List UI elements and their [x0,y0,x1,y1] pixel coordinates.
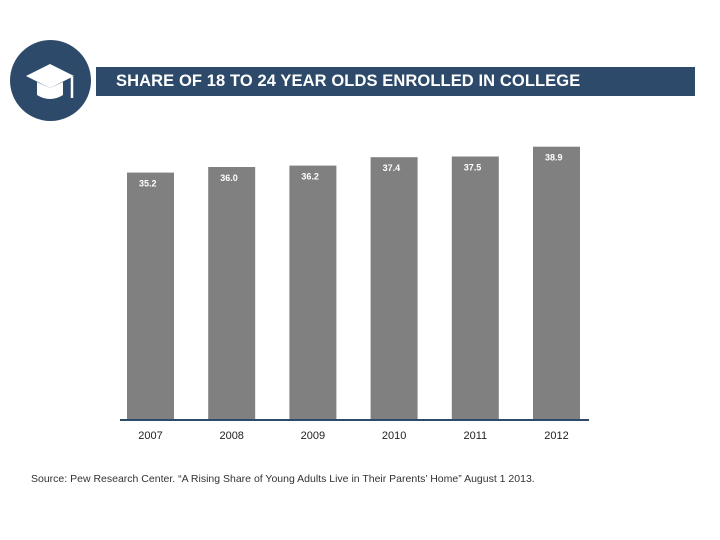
x-tick-label-2012: 2012 [544,430,568,442]
data-label-2012: 38.9 [545,153,563,163]
logo-badge [10,40,91,121]
data-label-2010: 37.4 [383,163,401,173]
graduation-cap-icon [26,64,74,99]
bar-2007 [127,172,174,419]
source-note: Source: Pew Research Center. “A Rising S… [31,473,535,485]
title-bar: SHARE OF 18 TO 24 YEAR OLDS ENROLLED IN … [96,67,695,96]
x-tick-label-2011: 2011 [463,430,487,442]
bar-2010 [370,157,418,419]
data-label-2009: 36.2 [301,172,319,182]
data-label-2007: 35.2 [139,179,157,189]
x-tick-label-2007: 2007 [138,430,162,442]
data-label-2011: 37.5 [464,163,482,173]
x-tick-label-2008: 2008 [219,430,243,442]
x-tick-label-2009: 2009 [301,430,325,442]
bar-2012 [533,146,580,419]
data-label-2008: 36.0 [220,173,238,183]
x-tick-label-2010: 2010 [382,430,406,442]
chart-title: SHARE OF 18 TO 24 YEAR OLDS ENROLLED IN … [116,72,581,90]
bar-2011 [451,156,499,419]
bar-2008 [208,167,256,419]
bar-2009 [289,165,337,419]
